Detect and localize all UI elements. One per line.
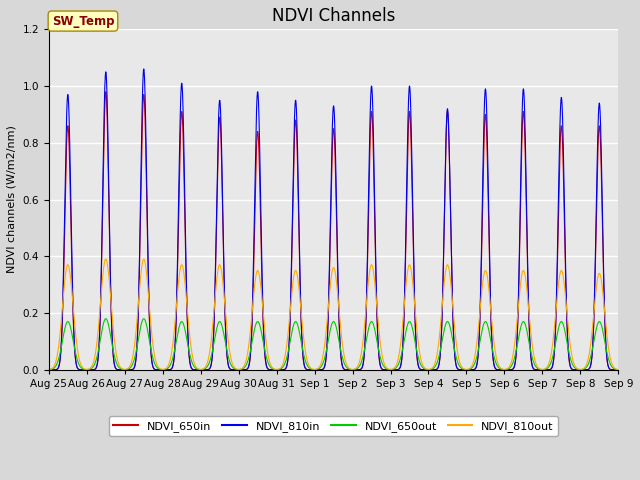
Title: NDVI Channels: NDVI Channels bbox=[272, 7, 396, 25]
Legend: NDVI_650in, NDVI_810in, NDVI_650out, NDVI_810out: NDVI_650in, NDVI_810in, NDVI_650out, NDV… bbox=[109, 416, 558, 436]
Text: SW_Temp: SW_Temp bbox=[52, 14, 114, 27]
Y-axis label: NDVI channels (W/m2/nm): NDVI channels (W/m2/nm) bbox=[7, 126, 17, 274]
